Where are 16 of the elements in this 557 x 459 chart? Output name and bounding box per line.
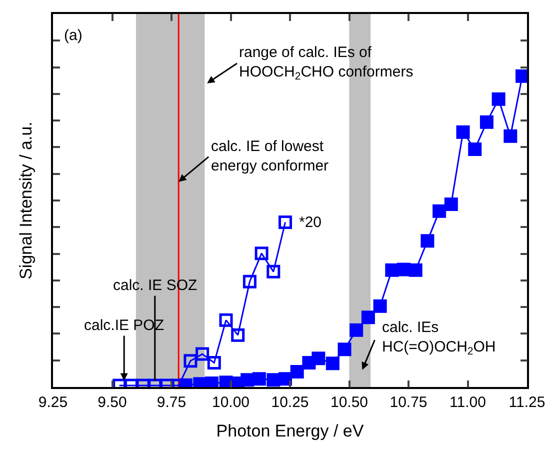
x-tick-label: 9.25 [38,394,68,411]
x-tick-label: 10.00 [212,394,250,411]
y-axis-title: Signal Intensity / a.u. [16,122,36,280]
text: (a) [64,27,82,44]
x-tick-label: 9.50 [98,394,127,411]
annotation: range of calc. IEs of HOOCH$_{2}$CHO conformers [239,44,414,83]
x-axis-title: Photon Energy / eV [216,422,364,441]
x-tick-label: 10.25 [271,394,309,411]
x-tick-label: 9.75 [156,394,186,411]
series-label: *20 [299,214,322,231]
annotation: calc. IE of lowest energy conformer [211,138,329,174]
x-tick-label: 10.75 [390,394,428,411]
x-tick-label: 11.25 [508,394,546,411]
x-tick-label: 10.50 [330,394,368,411]
x-tick-label: 11.00 [450,394,486,411]
annotation: calc. IEs HC(=O)OCH$_{2}$OH [382,319,496,358]
